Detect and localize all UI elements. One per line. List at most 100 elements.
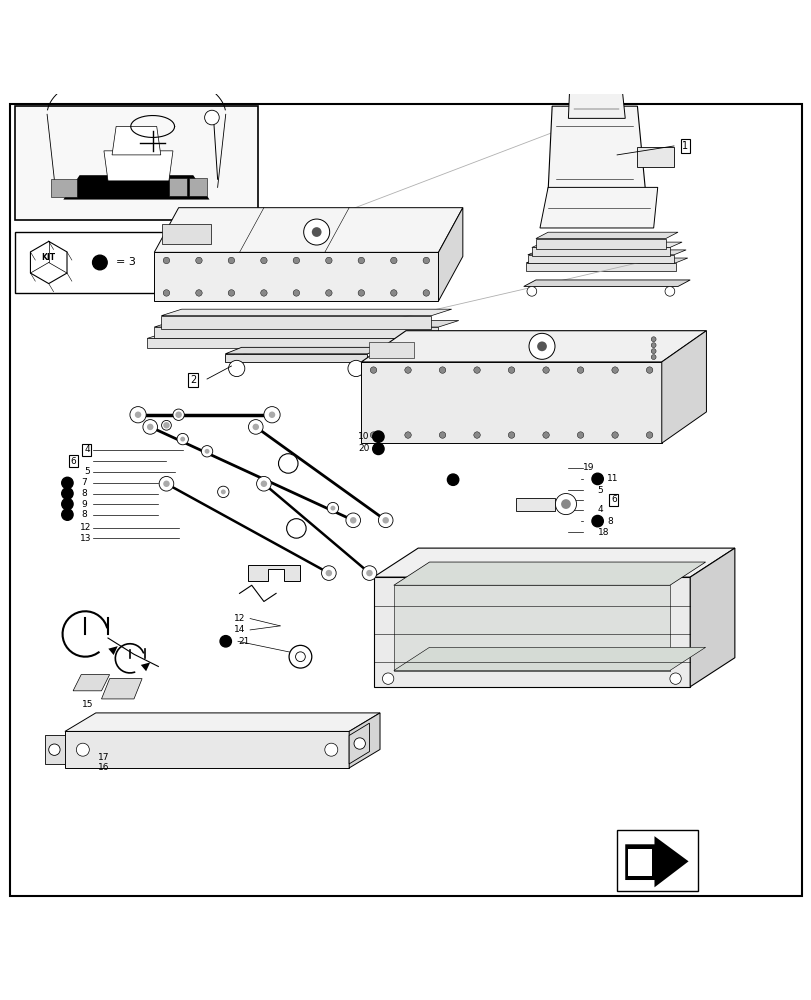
Bar xyxy=(51,179,77,197)
Circle shape xyxy=(229,360,245,377)
Circle shape xyxy=(135,411,141,418)
Circle shape xyxy=(372,431,384,442)
Polygon shape xyxy=(547,106,645,191)
Circle shape xyxy=(143,420,157,434)
Circle shape xyxy=(278,454,298,473)
Polygon shape xyxy=(568,79,624,118)
Polygon shape xyxy=(349,713,380,768)
Circle shape xyxy=(293,257,299,264)
Circle shape xyxy=(260,257,267,264)
Text: 19: 19 xyxy=(582,463,594,472)
Circle shape xyxy=(591,473,603,485)
Polygon shape xyxy=(65,713,380,731)
Circle shape xyxy=(311,227,321,237)
Circle shape xyxy=(268,411,275,418)
Polygon shape xyxy=(393,562,705,585)
Circle shape xyxy=(180,437,185,442)
Text: 13: 13 xyxy=(79,534,91,543)
Text: 14: 14 xyxy=(234,625,245,634)
Polygon shape xyxy=(361,331,706,362)
Polygon shape xyxy=(45,735,65,764)
Polygon shape xyxy=(154,252,438,301)
Circle shape xyxy=(611,432,618,438)
Polygon shape xyxy=(225,347,383,354)
Circle shape xyxy=(347,360,363,377)
Polygon shape xyxy=(73,675,109,691)
Circle shape xyxy=(382,673,393,684)
Circle shape xyxy=(195,290,202,296)
Circle shape xyxy=(173,409,184,420)
Polygon shape xyxy=(65,731,349,768)
Polygon shape xyxy=(535,232,677,239)
Polygon shape xyxy=(63,175,209,200)
Polygon shape xyxy=(140,662,150,671)
Circle shape xyxy=(228,257,234,264)
Polygon shape xyxy=(661,331,706,443)
Circle shape xyxy=(577,367,583,373)
Circle shape xyxy=(260,481,267,487)
Circle shape xyxy=(248,420,263,434)
Circle shape xyxy=(423,290,429,296)
Circle shape xyxy=(76,743,89,756)
Circle shape xyxy=(390,290,397,296)
Text: 7: 7 xyxy=(81,478,87,487)
Circle shape xyxy=(195,257,202,264)
Circle shape xyxy=(542,432,548,438)
Circle shape xyxy=(147,424,153,430)
Polygon shape xyxy=(104,151,173,181)
Circle shape xyxy=(62,498,73,510)
Polygon shape xyxy=(112,126,161,155)
Bar xyxy=(369,342,414,358)
Polygon shape xyxy=(147,338,445,348)
Text: 6: 6 xyxy=(70,457,76,466)
Circle shape xyxy=(204,110,219,125)
Text: 5: 5 xyxy=(84,467,90,476)
Text: 16: 16 xyxy=(98,763,109,772)
Circle shape xyxy=(404,432,410,438)
Text: 18: 18 xyxy=(597,528,608,537)
Text: 20: 20 xyxy=(358,444,369,453)
Circle shape xyxy=(62,477,73,489)
Polygon shape xyxy=(349,723,369,764)
Polygon shape xyxy=(526,263,675,271)
Circle shape xyxy=(650,337,655,342)
Text: KIT: KIT xyxy=(41,253,56,262)
Text: 4: 4 xyxy=(84,445,89,454)
Circle shape xyxy=(303,219,329,245)
Circle shape xyxy=(650,355,655,360)
Circle shape xyxy=(295,652,305,662)
Circle shape xyxy=(555,494,576,515)
Circle shape xyxy=(324,743,337,756)
Text: 12: 12 xyxy=(79,523,91,532)
Polygon shape xyxy=(108,646,118,655)
Circle shape xyxy=(560,499,570,509)
Polygon shape xyxy=(161,316,431,329)
Text: 8: 8 xyxy=(607,517,612,526)
Text: 10: 10 xyxy=(358,432,369,441)
Text: 4: 4 xyxy=(597,505,603,514)
Text: 17: 17 xyxy=(98,753,109,762)
Text: 9: 9 xyxy=(81,500,87,509)
Circle shape xyxy=(256,476,271,491)
Polygon shape xyxy=(523,280,689,286)
Circle shape xyxy=(201,446,212,457)
Text: 1: 1 xyxy=(681,141,688,151)
Polygon shape xyxy=(154,208,462,252)
Polygon shape xyxy=(247,565,300,581)
Polygon shape xyxy=(689,548,734,687)
Circle shape xyxy=(221,489,225,494)
Circle shape xyxy=(669,673,680,684)
Circle shape xyxy=(330,506,335,511)
Circle shape xyxy=(175,411,182,418)
Circle shape xyxy=(325,257,332,264)
Bar xyxy=(15,106,258,220)
Circle shape xyxy=(611,367,618,373)
Circle shape xyxy=(260,290,267,296)
Circle shape xyxy=(529,333,554,359)
Circle shape xyxy=(163,422,169,429)
Text: 2: 2 xyxy=(190,375,196,385)
Circle shape xyxy=(474,367,480,373)
Polygon shape xyxy=(637,147,673,167)
Polygon shape xyxy=(147,332,466,338)
Text: 8: 8 xyxy=(81,510,87,519)
